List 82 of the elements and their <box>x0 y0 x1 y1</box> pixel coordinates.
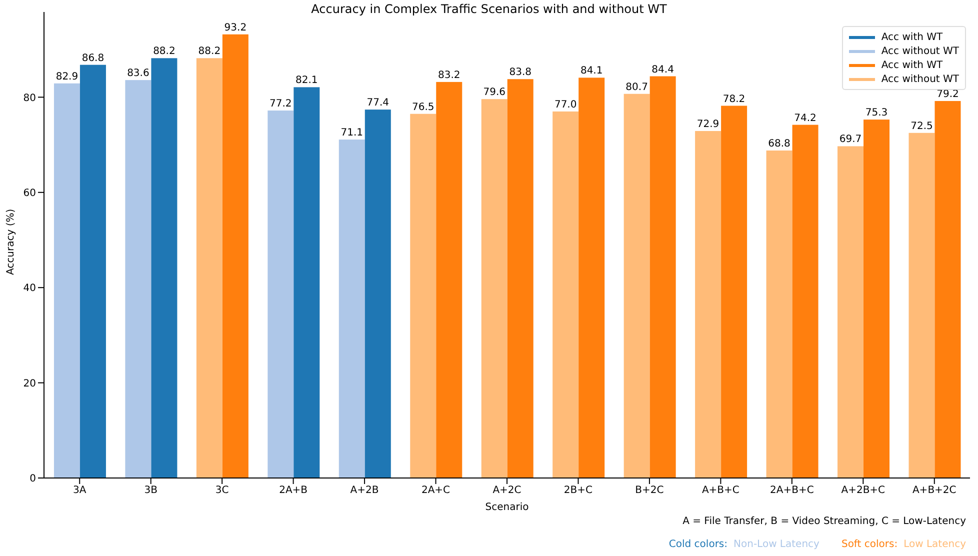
bar <box>54 83 80 478</box>
x-tick-label: 3B <box>144 485 158 496</box>
bar <box>624 94 650 478</box>
x-axis-title: Scenario <box>485 502 529 513</box>
bar <box>864 120 890 478</box>
bar <box>578 78 605 478</box>
y-tick-label: 20 <box>23 378 36 390</box>
bar <box>838 146 864 478</box>
y-axis-title: Accuracy (%) <box>6 208 17 275</box>
bar <box>552 111 579 478</box>
data-label: 78.2 <box>722 94 746 105</box>
legend-label: Acc without WT <box>881 74 959 84</box>
y-tick-label: 40 <box>23 283 36 294</box>
y-tick-label: 60 <box>23 188 36 199</box>
text: Non-Low Latency <box>734 539 820 550</box>
bar <box>222 34 248 478</box>
data-label: 77.2 <box>270 98 292 110</box>
data-label: 80.7 <box>626 82 648 93</box>
bar <box>364 110 391 478</box>
legend-label: Acc without WT <box>881 46 959 56</box>
x-tick-label: A+2B+C <box>841 485 886 496</box>
data-label: 75.3 <box>865 108 888 119</box>
data-label: 82.9 <box>56 71 78 82</box>
x-tick-label: 2A+B+C <box>770 485 814 496</box>
data-label: 82.1 <box>296 75 318 86</box>
text: Soft colors: <box>841 539 898 550</box>
bar <box>908 132 935 478</box>
data-label: 93.2 <box>224 22 247 34</box>
bar <box>792 124 818 478</box>
bar <box>410 114 436 478</box>
x-tick-label: A+B+2C <box>912 485 956 496</box>
data-label: 72.5 <box>910 120 933 132</box>
bar <box>338 140 365 478</box>
x-tick-label: 2B+C <box>564 485 593 496</box>
data-label: 77.4 <box>366 98 390 109</box>
data-label: 83.8 <box>509 67 532 78</box>
data-label: 76.5 <box>412 102 434 113</box>
data-label: 77.0 <box>554 99 577 110</box>
data-label: 79.6 <box>483 87 506 98</box>
x-tick-label: A+2B <box>350 485 379 496</box>
data-label: 83.2 <box>438 70 460 81</box>
bar <box>294 87 320 478</box>
data-label: 84.4 <box>652 64 674 76</box>
y-tick-label: 80 <box>23 92 36 104</box>
data-label: 68.8 <box>768 138 790 150</box>
x-tick-label: A+2C <box>492 485 522 496</box>
bar <box>196 58 222 478</box>
bar <box>436 82 462 478</box>
bar <box>481 99 508 478</box>
data-label: 84.1 <box>580 66 603 77</box>
bar <box>507 79 534 478</box>
text: Low Latency <box>904 539 966 550</box>
text: Cold colors: <box>668 539 728 550</box>
y-tick-label: 0 <box>30 474 36 485</box>
x-tick-label: 2A+C <box>421 485 450 496</box>
legend-label: Acc with WT <box>881 32 943 42</box>
data-label: 79.2 <box>936 89 959 100</box>
bar <box>934 101 961 478</box>
legend-label: Acc with WT <box>881 60 943 70</box>
x-tick-label: B+2C <box>635 485 664 496</box>
bar <box>695 131 722 478</box>
data-label: 88.2 <box>153 46 176 58</box>
bar <box>80 64 106 478</box>
data-label: 69.7 <box>839 134 862 146</box>
bar <box>721 106 748 478</box>
bar <box>766 150 792 478</box>
bar <box>268 110 294 478</box>
bar <box>125 80 152 478</box>
text: A = File Transfer, B = Video Streaming, C = Low-Latency <box>682 516 966 527</box>
data-label: 86.8 <box>82 52 104 64</box>
bar <box>151 58 178 478</box>
data-label: 88.2 <box>198 46 221 58</box>
x-tick-label: 2A+B <box>279 485 308 496</box>
x-tick-label: 3C <box>215 485 229 496</box>
bar <box>650 76 676 478</box>
x-tick-label: A+B+C <box>702 485 740 496</box>
x-tick-label: 3A <box>73 485 86 496</box>
chart-title: Accuracy in Complex Traffic Scenarios with and without WT <box>310 2 668 16</box>
data-label: 83.6 <box>127 68 150 80</box>
data-label: 72.9 <box>696 119 720 130</box>
data-label: 74.2 <box>794 112 816 124</box>
data-label: 71.1 <box>340 128 364 139</box>
